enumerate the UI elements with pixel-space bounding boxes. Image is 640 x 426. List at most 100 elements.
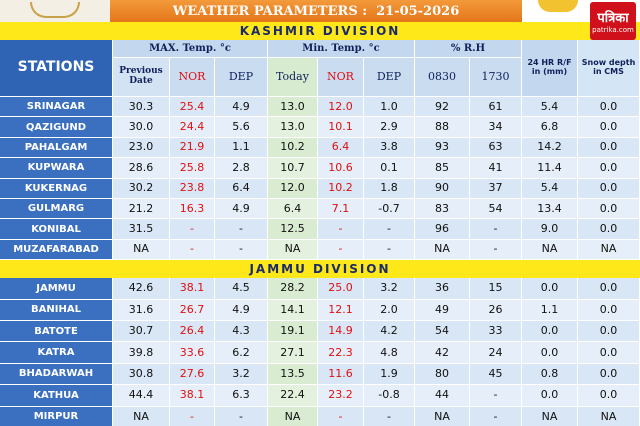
station-name: KONIBAL (0, 219, 113, 240)
cell: 0.0 (522, 342, 578, 364)
cell: 0.8 (522, 363, 578, 386)
cell: 10.2 (268, 137, 318, 159)
cell: 0.0 (578, 178, 640, 199)
cell: 80 (415, 363, 470, 386)
cell: 2.9 (364, 117, 415, 138)
cell: 15 (470, 278, 522, 300)
station-name: GULMARG (0, 199, 113, 220)
sub-header: NOR (170, 58, 215, 97)
cell: 0.0 (578, 137, 640, 159)
cell: - (364, 239, 415, 261)
cell: 30.2 (113, 178, 170, 199)
cell: 0.0 (578, 321, 640, 343)
cell: 19.1 (268, 321, 318, 343)
cell: 83 (415, 199, 470, 220)
cell: 23.0 (113, 137, 170, 159)
cell: NA (522, 239, 578, 261)
cell: 6.4 (215, 178, 268, 199)
cell: - (364, 406, 415, 426)
cell: 0.0 (578, 199, 640, 220)
cell: 10.6 (318, 158, 364, 179)
station-name: MUZAFARABAD (0, 239, 113, 261)
cell: 26 (470, 299, 522, 321)
cell: 4.9 (215, 299, 268, 321)
cell: 0.0 (578, 158, 640, 179)
cell: 5.4 (522, 97, 578, 118)
logo-hindi: पत्रिका (597, 11, 629, 26)
cell: 14.9 (318, 321, 364, 343)
cell: 34 (470, 117, 522, 138)
cell: 9.0 (522, 219, 578, 240)
cell: - (470, 239, 522, 261)
cell: - (470, 406, 522, 426)
cell: 33 (470, 321, 522, 343)
cell: - (170, 219, 215, 240)
station-name: KATHUA (0, 385, 113, 407)
cell: 6.2 (215, 342, 268, 364)
cell: -0.7 (364, 199, 415, 220)
cell: 45 (470, 363, 522, 386)
station-name: KUPWARA (0, 158, 113, 179)
station-name: QAZIGUND (0, 117, 113, 138)
patrika-logo: पत्रिका patrika.com (590, 2, 636, 40)
cell: 21.9 (170, 137, 215, 159)
cell: 0.0 (578, 299, 640, 321)
cell: 11.6 (318, 363, 364, 386)
cell: 28.6 (113, 158, 170, 179)
cell: 0.0 (578, 342, 640, 364)
cell: 10.7 (268, 158, 318, 179)
cell: 54 (415, 321, 470, 343)
cell: - (470, 385, 522, 407)
sub-header: Today (268, 58, 318, 97)
cell: 90 (415, 178, 470, 199)
cell: 88 (415, 117, 470, 138)
header-rh: % R.H (415, 40, 522, 58)
cell: 4.5 (215, 278, 268, 300)
cell: 21.2 (113, 199, 170, 220)
cell: - (170, 406, 215, 426)
cell: - (215, 406, 268, 426)
cell: 28.2 (268, 278, 318, 300)
cell: 0.0 (578, 385, 640, 407)
cell: 0.0 (578, 278, 640, 300)
cell: 41 (470, 158, 522, 179)
cell: 25.4 (170, 97, 215, 118)
cell: 13.5 (268, 363, 318, 386)
cell: 0.0 (578, 363, 640, 386)
cell: 13.4 (522, 199, 578, 220)
cell: 0.0 (522, 278, 578, 300)
station-name: KATRA (0, 342, 113, 364)
cell: NA (578, 239, 640, 261)
cell: 12.5 (268, 219, 318, 240)
cell: 5.6 (215, 117, 268, 138)
cell: 33.6 (170, 342, 215, 364)
cell: 0.0 (522, 321, 578, 343)
cell: 11.4 (522, 158, 578, 179)
cell: NA (522, 406, 578, 426)
cell: 24.4 (170, 117, 215, 138)
cell: - (318, 219, 364, 240)
cell: 49 (415, 299, 470, 321)
cell: 12.1 (318, 299, 364, 321)
cell: 14.1 (268, 299, 318, 321)
cell: -0.8 (364, 385, 415, 407)
cell: 30.0 (113, 117, 170, 138)
cell: 27.6 (170, 363, 215, 386)
cell: 38.1 (170, 385, 215, 407)
station-name: BATOTE (0, 321, 113, 343)
cell: 4.9 (215, 97, 268, 118)
sub-header: DEP (364, 58, 415, 97)
station-name: BHADARWAH (0, 363, 113, 386)
sub-header: Previous Date (113, 58, 170, 97)
station-name: PAHALGAM (0, 137, 113, 159)
cell: 12.0 (318, 97, 364, 118)
cell: 0.1 (364, 158, 415, 179)
cell: 14.2 (522, 137, 578, 159)
cell: 42.6 (113, 278, 170, 300)
header-min-temp: Min. Temp. °c (268, 40, 415, 58)
cell: 10.2 (318, 178, 364, 199)
cell: 92 (415, 97, 470, 118)
cell: 26.7 (170, 299, 215, 321)
cell: 2.8 (215, 158, 268, 179)
cell: 3.2 (215, 363, 268, 386)
